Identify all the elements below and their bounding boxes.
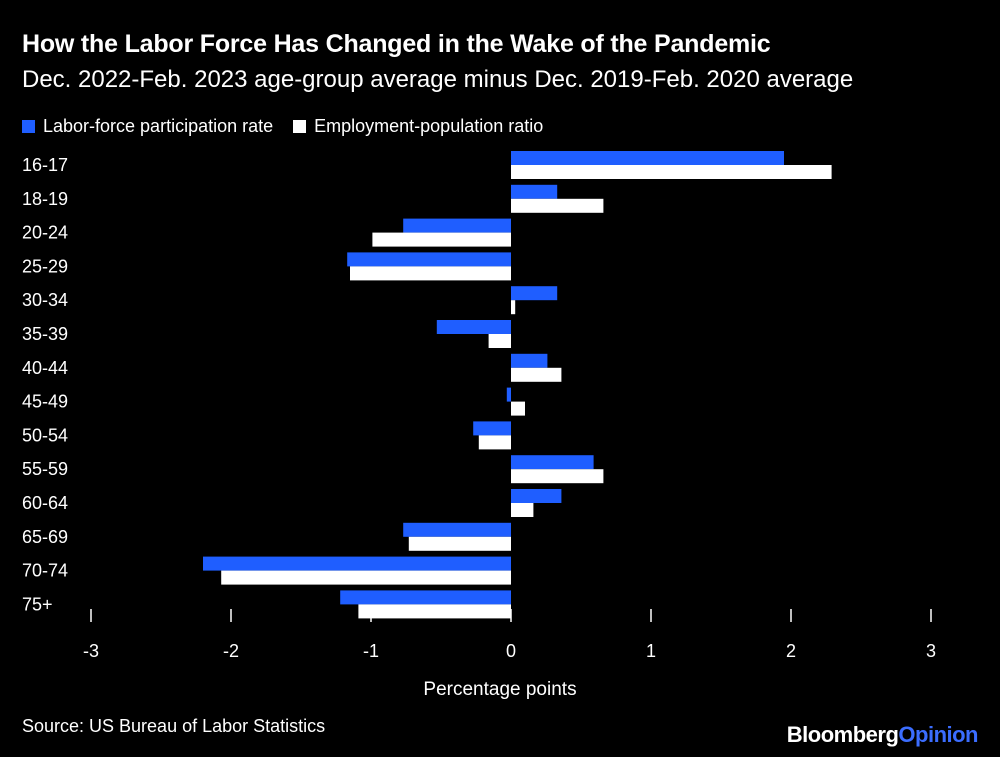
legend-label-employment: Employment-population ratio	[314, 116, 544, 136]
brand-accent: Opinion	[898, 722, 978, 747]
bar-employment-55-59	[511, 469, 604, 484]
bar-employment-20-24	[372, 232, 511, 247]
bar-participation-75+	[340, 590, 511, 605]
bar-employment-40-44	[511, 367, 562, 382]
chart-title: How the Labor Force Has Changed in the W…	[22, 30, 771, 58]
bar-participation-16-17	[511, 151, 784, 165]
bar-employment-45-49	[511, 401, 525, 416]
bar-participation-50-54	[473, 421, 511, 436]
category-label-75+: 75+	[22, 594, 53, 614]
bar-participation-35-39	[436, 320, 511, 334]
x-tick-label--1: -1	[363, 641, 379, 661]
bar-employment-70-74	[221, 570, 511, 585]
category-label-70-74: 70-74	[22, 561, 68, 581]
legend-item-employment: Employment-population ratio	[293, 116, 543, 137]
legend-swatch-participation	[22, 120, 35, 133]
bar-employment-75+	[358, 604, 511, 619]
bar-employment-35-39	[488, 334, 511, 348]
category-label-40-44: 40-44	[22, 358, 68, 378]
category-label-20-24: 20-24	[22, 223, 68, 243]
bar-participation-55-59	[511, 455, 594, 470]
category-label-25-29: 25-29	[22, 256, 68, 276]
x-tick-label-2: 2	[786, 641, 796, 661]
brand-logo: BloombergOpinion	[786, 722, 979, 748]
bar-participation-25-29	[347, 252, 511, 267]
x-axis-title: Percentage points	[423, 679, 576, 700]
category-label-65-69: 65-69	[22, 527, 68, 547]
x-tick-label-3: 3	[926, 641, 936, 661]
legend-item-participation: Labor-force participation rate	[22, 116, 273, 137]
legend-label-participation: Labor-force participation rate	[43, 116, 274, 136]
x-tick-label-1: 1	[646, 641, 656, 661]
x-tick-label--3: -3	[83, 641, 99, 661]
bar-employment-18-19	[511, 198, 604, 213]
bar-employment-50-54	[478, 435, 511, 450]
bar-participation-18-19	[511, 184, 558, 199]
bar-participation-20-24	[403, 218, 511, 233]
category-label-18-19: 18-19	[22, 189, 68, 209]
category-label-16-17: 16-17	[22, 155, 68, 175]
legend: Labor-force participation rate Employmen…	[22, 116, 563, 137]
legend-swatch-employment	[293, 120, 307, 133]
source-note: Source: US Bureau of Labor Statistics	[22, 716, 326, 736]
bar-participation-70-74	[203, 556, 511, 571]
category-label-35-39: 35-39	[22, 324, 68, 344]
category-label-50-54: 50-54	[22, 425, 68, 445]
category-label-45-49: 45-49	[22, 392, 68, 412]
bar-employment-65-69	[408, 536, 511, 551]
bar-employment-60-64	[511, 503, 534, 517]
chart-subtitle: Dec. 2022-Feb. 2023 age-group average mi…	[22, 66, 854, 93]
bar-employment-16-17	[511, 165, 832, 179]
category-label-55-59: 55-59	[22, 459, 68, 479]
category-label-60-64: 60-64	[22, 493, 68, 513]
bar-participation-40-44	[511, 353, 548, 368]
bar-employment-30-34	[511, 300, 516, 315]
bar-participation-60-64	[511, 489, 562, 503]
bar-participation-30-34	[511, 286, 558, 301]
x-tick-label-0: 0	[506, 641, 516, 661]
bar-participation-45-49	[506, 387, 511, 402]
category-label-30-34: 30-34	[22, 290, 68, 310]
x-tick-label--2: -2	[223, 641, 239, 661]
bar-employment-25-29	[350, 266, 511, 281]
bar-participation-65-69	[403, 522, 511, 537]
brand-main: Bloomberg	[786, 722, 899, 747]
